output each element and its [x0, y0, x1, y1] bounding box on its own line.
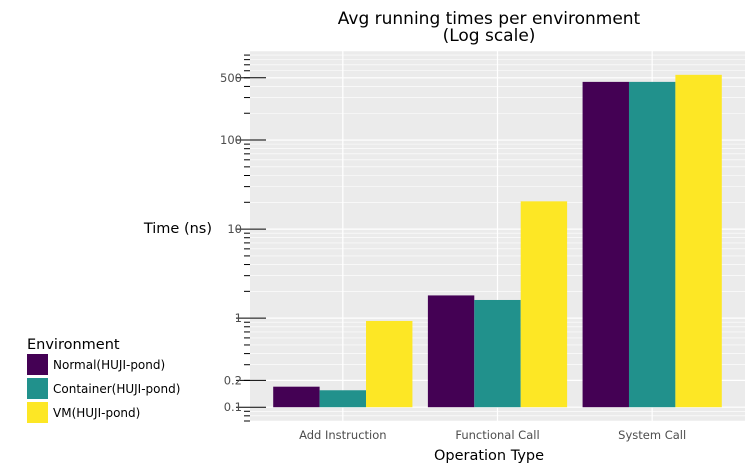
- bar-normal-2: [582, 81, 629, 408]
- legend-title: Environment: [27, 337, 120, 353]
- legend-swatch: [27, 402, 48, 423]
- bar-vm-0: [366, 320, 413, 408]
- y-axis: 0.1 0.2 1 10 100 500: [220, 54, 266, 422]
- x-axis: Add Instruction Functional Call System Cal…: [299, 428, 686, 442]
- legend-swatch: [27, 378, 48, 399]
- bar-vm-2: [675, 74, 722, 408]
- chart-title-line-1: Avg running times per environment: [338, 9, 641, 29]
- legend-label: VM(HUJI-pond): [53, 406, 140, 420]
- y-tick-label: 100: [220, 133, 242, 147]
- x-tick-label: Add Instruction: [299, 428, 386, 442]
- bar-container-2: [628, 81, 676, 408]
- legend-swatch: [27, 354, 48, 375]
- chart-title-line-2: (Log scale): [443, 26, 536, 46]
- x-tick-label: Functional Call: [455, 428, 539, 442]
- bar-normal-0: [273, 386, 320, 408]
- bars: [273, 74, 722, 408]
- x-axis-label: Operation Type: [434, 448, 544, 464]
- bar-normal-1: [427, 295, 475, 408]
- bar-container-0: [319, 390, 367, 408]
- bar-container-1: [474, 299, 521, 408]
- legend-label: Normal(HUJI-pond): [53, 358, 165, 372]
- x-tick-label: System Call: [618, 428, 686, 442]
- y-axis-label: Time (ns): [143, 221, 212, 237]
- y-tick-label: 0.1: [224, 400, 242, 414]
- chart-title: Avg running times per environment (Log s…: [338, 9, 641, 46]
- legend: Environment Normal(HUJI-pond) Container(H…: [27, 337, 180, 423]
- y-tick-label: 10: [227, 222, 242, 236]
- y-tick-label: 500: [220, 71, 242, 85]
- legend-label: Container(HUJI-pond): [53, 382, 180, 396]
- y-tick-label: 1: [235, 311, 242, 325]
- legend-items: Normal(HUJI-pond) Container(HUJI-pond) VM(…: [27, 354, 180, 423]
- bar-vm-1: [520, 201, 568, 408]
- y-tick-label: 0.2: [224, 373, 242, 387]
